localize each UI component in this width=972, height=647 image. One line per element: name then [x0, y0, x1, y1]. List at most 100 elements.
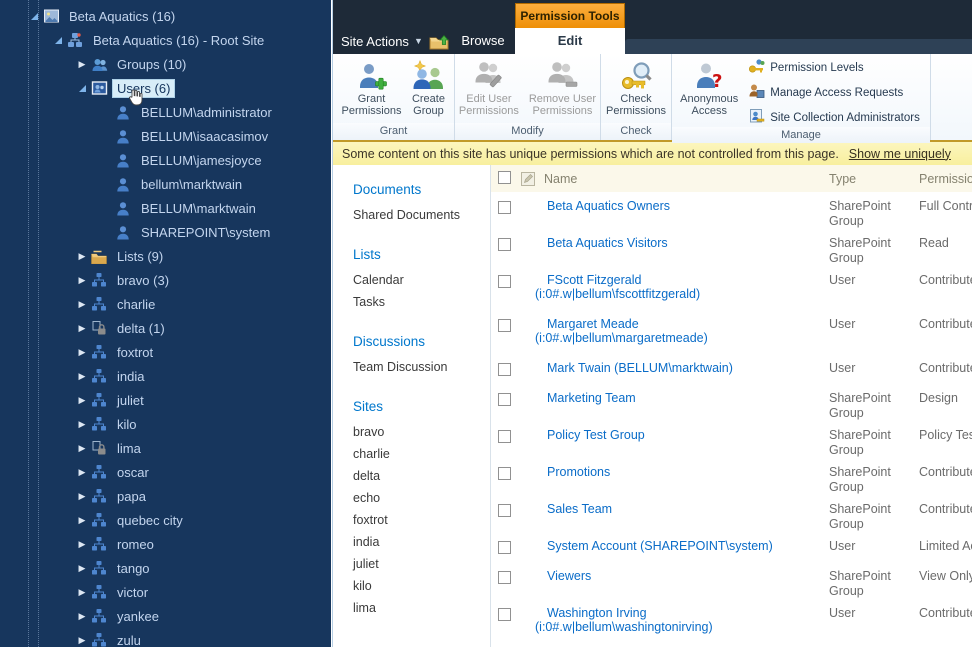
quicklaunch-header-sites[interactable]: Sites	[353, 399, 384, 414]
anonymous-access-button[interactable]: ? Anonymous Access	[676, 56, 742, 127]
row-checkbox[interactable]	[498, 319, 511, 332]
select-all-checkbox[interactable]	[498, 170, 511, 184]
quicklaunch-item-shared-documents[interactable]: Shared Documents	[353, 208, 461, 222]
tree-item[interactable]: ▶ charlie	[0, 292, 331, 316]
site-actions-menu[interactable]: Site Actions ▼	[341, 34, 425, 49]
manage-access-requests-button[interactable]: Manage Access Requests	[748, 83, 920, 102]
row-checkbox[interactable]	[498, 430, 511, 443]
quicklaunch-item-juliet[interactable]: juliet	[353, 557, 379, 571]
principal-link[interactable]: Promotions	[535, 465, 825, 479]
quicklaunch-header-lists[interactable]: Lists	[353, 247, 381, 262]
principal-link[interactable]: Viewers	[535, 569, 825, 583]
quicklaunch-header-discussions[interactable]: Discussions	[353, 334, 426, 349]
expand-arrow-icon[interactable]: ▶	[78, 514, 86, 525]
permission-levels-button[interactable]: Permission Levels	[748, 58, 920, 77]
expand-arrow-icon[interactable]: ▶	[78, 586, 86, 597]
permission-header-cell[interactable]: Permission Levels	[919, 165, 972, 192]
quicklaunch-item-calendar[interactable]: Calendar	[353, 273, 404, 287]
name-header-cell[interactable]: Name	[521, 165, 829, 192]
expand-arrow-icon[interactable]: ▶	[78, 466, 86, 477]
create-group-button[interactable]: Create Group	[407, 56, 449, 123]
expand-arrow-icon[interactable]: ▶	[78, 298, 86, 309]
principal-link[interactable]: Sales Team	[535, 502, 825, 516]
collapse-arrow-icon[interactable]	[26, 12, 42, 20]
expand-arrow-icon[interactable]: ▶	[78, 346, 86, 357]
quicklaunch-item-bravo[interactable]: bravo	[353, 425, 385, 439]
tree-item[interactable]: ▶ delta (1)	[0, 316, 331, 340]
site-collection-administrators-button[interactable]: Site Collection Administrators	[748, 108, 920, 127]
tab-edit[interactable]: Edit	[515, 28, 625, 54]
tree-item[interactable]: ▶ bravo (3)	[0, 268, 331, 292]
row-checkbox[interactable]	[498, 467, 511, 480]
principal-link[interactable]: Policy Test Group	[535, 428, 825, 442]
expand-arrow-icon[interactable]: ▶	[78, 418, 86, 429]
tree-item[interactable]: BELLUM\marktwain	[0, 196, 331, 220]
show-uniquely-link[interactable]: Show me uniquely	[848, 146, 951, 161]
expand-arrow-icon[interactable]: ▶	[78, 58, 86, 69]
collapse-arrow-icon[interactable]	[74, 84, 90, 92]
expand-arrow-icon[interactable]: ▶	[78, 562, 86, 573]
quicklaunch-item-charlie[interactable]: charlie	[353, 447, 390, 461]
quicklaunch-item-kilo[interactable]: kilo	[353, 579, 372, 593]
tree-item[interactable]: ▶ juliet	[0, 388, 331, 412]
principal-link[interactable]: Beta Aquatics Owners	[535, 199, 825, 213]
expand-arrow-icon[interactable]: ▶	[78, 610, 86, 621]
row-checkbox[interactable]	[498, 504, 511, 517]
tree-item[interactable]: Beta Aquatics (16)	[0, 4, 331, 28]
expand-arrow-icon[interactable]: ▶	[78, 370, 86, 381]
tree-item[interactable]: ▶ india	[0, 364, 331, 388]
row-checkbox[interactable]	[498, 541, 511, 554]
row-checkbox[interactable]	[498, 238, 511, 251]
expand-arrow-icon[interactable]: ▶	[78, 634, 86, 645]
row-checkbox[interactable]	[498, 571, 511, 584]
quicklaunch-header-documents[interactable]: Documents	[353, 182, 422, 197]
tree-item[interactable]: BELLUM\isaacasimov	[0, 124, 331, 148]
tree-item[interactable]: ▶ romeo	[0, 532, 331, 556]
tree-item[interactable]: ▶ Groups (10)	[0, 52, 331, 76]
tree-item[interactable]: ▶ kilo	[0, 412, 331, 436]
tree-item[interactable]: BELLUM\jamesjoyce	[0, 148, 331, 172]
principal-link[interactable]: Marketing Team	[535, 391, 825, 405]
grant-permissions-button[interactable]: Grant Permissions	[338, 56, 406, 123]
tree-item[interactable]: ▶ victor	[0, 580, 331, 604]
check-permissions-button[interactable]: Check Permissions	[602, 56, 670, 123]
quicklaunch-item-tasks[interactable]: Tasks	[353, 295, 385, 309]
expand-arrow-icon[interactable]: ▶	[78, 538, 86, 549]
type-header-cell[interactable]: Type	[829, 165, 919, 192]
tree-item[interactable]: ▶ zulu	[0, 628, 331, 647]
principal-link[interactable]: Margaret Meade (i:0#.w|bellum\margaretmea…	[535, 317, 825, 345]
row-checkbox[interactable]	[498, 201, 511, 214]
quicklaunch-item-delta[interactable]: delta	[353, 469, 381, 483]
collapse-arrow-icon[interactable]	[50, 36, 66, 44]
principal-link[interactable]: Beta Aquatics Visitors	[535, 236, 825, 250]
tree-item[interactable]: SHAREPOINT\system	[0, 220, 331, 244]
expand-arrow-icon[interactable]: ▶	[78, 274, 86, 285]
quicklaunch-item-team-discussion[interactable]: Team Discussion	[353, 360, 448, 374]
principal-link[interactable]: Mark Twain (BELLUM\marktwain)	[535, 361, 825, 375]
principal-link[interactable]: FScott Fitzgerald (i:0#.w|bellum\fscottfi…	[535, 273, 825, 301]
tree-item[interactable]: ▶ papa	[0, 484, 331, 508]
quicklaunch-item-lima[interactable]: lima	[353, 601, 376, 615]
quicklaunch-item-india[interactable]: india	[353, 535, 380, 549]
row-checkbox[interactable]	[498, 363, 511, 376]
tab-browse[interactable]: Browse	[461, 33, 505, 48]
navigate-up-icon[interactable]	[427, 32, 451, 50]
tree-item[interactable]: bellum\marktwain	[0, 172, 331, 196]
tree-item[interactable]: ▶ oscar	[0, 460, 331, 484]
tree-item[interactable]: ▶ yankee	[0, 604, 331, 628]
row-checkbox[interactable]	[498, 393, 511, 406]
tree-item[interactable]: ▶ quebec city	[0, 508, 331, 532]
tree-item[interactable]: ▶ Lists (9)	[0, 244, 331, 268]
expand-arrow-icon[interactable]: ▶	[78, 250, 86, 261]
tree-item[interactable]: Users (6)	[0, 76, 331, 100]
expand-arrow-icon[interactable]: ▶	[78, 442, 86, 453]
tree-item[interactable]: BELLUM\administrator	[0, 100, 331, 124]
tree-item[interactable]: ▶ tango	[0, 556, 331, 580]
row-checkbox[interactable]	[498, 275, 511, 288]
expand-arrow-icon[interactable]: ▶	[78, 322, 86, 333]
quicklaunch-item-echo[interactable]: echo	[353, 491, 381, 505]
principal-link[interactable]: Washington Irving (i:0#.w|bellum\washingt…	[535, 606, 825, 634]
expand-arrow-icon[interactable]: ▶	[78, 490, 86, 501]
expand-arrow-icon[interactable]: ▶	[78, 394, 86, 405]
quicklaunch-item-foxtrot[interactable]: foxtrot	[353, 513, 388, 527]
